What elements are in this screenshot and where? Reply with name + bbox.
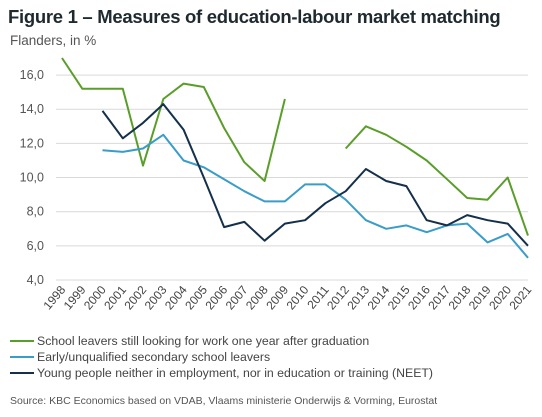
source-note: Source: KBC Economics based on VDAB, Vla…: [10, 395, 438, 407]
legend-swatch-school-leavers: [10, 340, 34, 342]
x-tick-label: 2003: [142, 283, 170, 313]
y-tick-label: 4,0: [27, 273, 44, 287]
chart-title: Figure 1 – Measures of education-labour …: [8, 6, 501, 27]
legend-item-neet: Young people neither in employment, nor …: [10, 365, 433, 381]
gridlines: [56, 74, 528, 281]
series-line-2: [101, 103, 529, 247]
x-tick-label: 2010: [284, 283, 312, 313]
legend-swatch-early-leavers: [10, 356, 34, 358]
x-tick-label: 2016: [405, 283, 433, 313]
x-tick-label: 2000: [81, 283, 109, 313]
y-tick-label: 6,0: [27, 239, 44, 253]
x-tick-label: 2020: [486, 283, 514, 313]
y-tick-label: 8,0: [27, 205, 44, 219]
legend-item-early-leavers: Early/unqualified secondary school leave…: [10, 349, 433, 365]
y-tick-label: 16,0: [20, 68, 44, 82]
series-lines: [61, 57, 529, 259]
legend: School leavers still looking for work on…: [10, 333, 433, 381]
x-tick-label: 2013: [344, 283, 372, 313]
x-tick-label: 2006: [202, 283, 230, 313]
legend-label-early-leavers: Early/unqualified secondary school leave…: [37, 350, 271, 364]
x-tick-label: 2021: [506, 283, 534, 313]
y-tick-label: 12,0: [20, 136, 44, 150]
x-tick-label: 2012: [324, 283, 352, 313]
x-tick-label: 2017: [425, 283, 453, 313]
series-line-0: [61, 57, 529, 236]
x-tick-label: 2009: [263, 283, 291, 313]
x-tick-label: 2019: [466, 283, 494, 313]
x-tick-label: 2005: [182, 283, 210, 313]
x-tick-label: 1999: [61, 283, 89, 313]
x-tick-label: 2001: [101, 283, 129, 313]
x-tick-label: 2004: [162, 283, 190, 313]
legend-label-school-leavers: School leavers still looking for work on…: [37, 334, 370, 348]
series-line-1: [102, 133, 529, 259]
line-chart: 4,06,08,010,012,014,016,0 19981999200020…: [20, 57, 535, 313]
chart-subtitle: Flanders, in %: [10, 33, 97, 48]
x-tick-label: 2007: [223, 283, 251, 313]
legend-label-neet: Young people neither in employment, nor …: [37, 366, 434, 380]
x-tick-label: 2008: [243, 283, 271, 313]
x-tick-label: 1998: [40, 283, 68, 313]
legend-swatch-neet: [10, 372, 34, 374]
y-axis-ticks: 4,0 6,0 8,0 10,0 12,0 14,0 16,0: [20, 68, 44, 287]
legend-item-school-leavers: School leavers still looking for work on…: [10, 333, 433, 349]
x-tick-label: 2002: [121, 283, 149, 313]
x-tick-label: 2018: [446, 283, 474, 313]
y-tick-label: 10,0: [20, 171, 44, 185]
x-tick-label: 2014: [365, 283, 393, 313]
x-tick-label: 2015: [385, 283, 413, 313]
y-tick-label: 14,0: [20, 102, 44, 116]
x-axis-ticks: 1998199920002001200220032004200520062007…: [40, 283, 534, 313]
